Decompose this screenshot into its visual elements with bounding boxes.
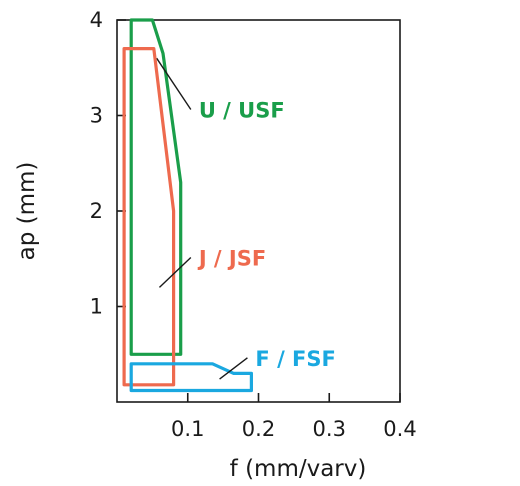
region-outline-u-usf (129, 18, 183, 356)
region-leader-j-jsf (158, 257, 192, 288)
y-axis-title: ap (mm) (14, 162, 40, 261)
x-axis-title: f (mm/varv) (230, 456, 367, 482)
x-tick-label: 0.3 (313, 417, 346, 441)
x-tick-label: 0.1 (171, 417, 204, 441)
region-leader-u-usf (156, 57, 192, 110)
region-f-fsf: F / FSF (129, 347, 336, 393)
x-tick-label: 0.4 (383, 417, 416, 441)
region-j-jsf: J / JSF (122, 46, 266, 387)
y-tick-label: 2 (90, 199, 103, 223)
axis-ticks: 0.1 0.2 0.3 0.4 1 2 3 4 (90, 8, 417, 441)
x-tick-label: 0.2 (242, 417, 275, 441)
region-u-usf: U / USF (129, 18, 285, 356)
y-tick-label: 1 (90, 295, 103, 319)
y-tick-label: 3 (90, 104, 103, 128)
region-label-f-fsf: F / FSF (255, 347, 335, 371)
region-outline-j-jsf (122, 46, 176, 387)
plot-frame (116, 19, 401, 403)
region-leader-f-fsf (219, 357, 248, 380)
region-label-u-usf: U / USF (199, 99, 285, 123)
y-tick-label: 4 (90, 8, 103, 32)
region-outline-f-fsf (129, 362, 253, 393)
regions: U / USF J / JSF F / FSF (122, 18, 336, 393)
region-label-j-jsf: J / JSF (197, 247, 266, 271)
